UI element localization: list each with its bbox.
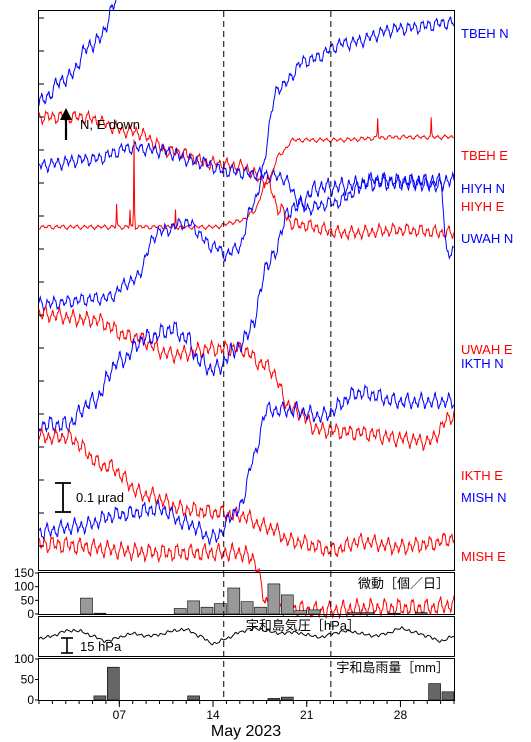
pressure-frame	[38, 616, 455, 657]
series-line-ikth-e	[38, 427, 455, 558]
x-tick-label: 07	[113, 708, 127, 722]
rain-bar	[187, 695, 200, 701]
series-label-tbeh-e: TBEH E	[461, 148, 508, 163]
series-label-ikth-e: IKTH E	[461, 468, 503, 483]
tremor-bar	[173, 608, 187, 615]
series-line-uwah-e	[38, 305, 455, 452]
tremor-title: 微動［個／日］	[358, 576, 449, 591]
pressure-line	[38, 626, 455, 646]
tremor-bar	[280, 594, 294, 615]
rain-y-tick-label: 50	[21, 673, 35, 687]
rain-title: 宇和島雨量［mm］	[336, 660, 449, 675]
tremor-bar	[307, 609, 321, 615]
tremor-bar	[414, 612, 428, 615]
arrow-label: N, E down	[80, 117, 140, 132]
series-label-tbeh-n: TBEH N	[461, 26, 509, 41]
series-line-uwah-n	[38, 16, 455, 313]
series-label-ikth-n: IKTH N	[461, 356, 504, 371]
series-label-uwah-n: UWAH N	[461, 231, 513, 246]
rain-y-tick-label: 0	[27, 693, 34, 707]
rain-panel: 100 50 0 宇和島雨量［mm］	[14, 652, 455, 707]
x-axis: 07 14 21 28	[38, 700, 455, 722]
event-markers	[223, 11, 332, 700]
rain-y-tick-label: 100	[14, 652, 34, 666]
series-label-uwah-e: UWAH E	[461, 342, 513, 357]
tremor-bar	[93, 612, 107, 615]
series-line-hiyh-n	[38, 141, 455, 260]
tremor-bar	[200, 606, 214, 615]
tremor-y-tick-label: 150	[14, 566, 34, 580]
x-axis-label: May 2023	[211, 723, 281, 740]
tilt-scale-bar: 0.1 µrad	[55, 482, 124, 513]
rain-bar	[93, 695, 107, 701]
series-line-ikth-n	[38, 171, 455, 434]
pressure-title: 宇和島気圧［hPa］	[246, 618, 360, 633]
tremor-bar	[294, 610, 308, 615]
pressure-panel: 宇和島気圧［hPa］ 15 hPa	[38, 616, 455, 657]
series-line-mish-n	[38, 383, 455, 546]
tremor-frame	[38, 572, 455, 615]
tremor-bar	[187, 600, 200, 615]
series-label-mish-e: MISH E	[461, 549, 506, 564]
tremor-bar	[347, 612, 361, 615]
tremor-bar	[267, 583, 281, 615]
tremor-bar	[388, 612, 401, 615]
tremor-y-tick-label: 0	[27, 607, 34, 621]
tremor-y-tick-label: 100	[14, 580, 34, 594]
rain-bar	[441, 691, 455, 701]
tremor-y-tick-label: 50	[21, 593, 35, 607]
series-label-hiyh-n: HIYH N	[461, 181, 505, 196]
tilt-frame	[38, 10, 455, 571]
series-label-hiyh-e: HIYH E	[461, 199, 505, 214]
tremor-bar	[361, 612, 374, 615]
x-tick-label: 14	[206, 708, 220, 722]
tremor-bar	[214, 603, 227, 615]
rain-bar	[280, 696, 294, 701]
x-tick-label: 21	[300, 708, 314, 722]
rain-bar	[107, 666, 120, 701]
series-line-tbeh-n	[38, 0, 117, 106]
pressure-scale-label: 15 hPa	[80, 639, 122, 654]
north-east-arrow: N, E down	[60, 108, 140, 140]
series-label-mish-n: MISH N	[461, 490, 507, 505]
rain-bar	[267, 698, 281, 701]
tremor-bar	[254, 606, 267, 615]
x-tick-label: 28	[394, 708, 408, 722]
rain-bar	[428, 683, 441, 701]
series-line-mish-e	[38, 535, 455, 620]
tilt-scale-label: 0.1 µrad	[76, 490, 124, 505]
tremor-bar	[227, 587, 241, 615]
tremor-bar	[80, 597, 93, 615]
pressure-scale-bar: 15 hPa	[61, 637, 122, 654]
tremor-bar	[240, 601, 254, 615]
series-line-hiyh-e	[38, 117, 455, 231]
